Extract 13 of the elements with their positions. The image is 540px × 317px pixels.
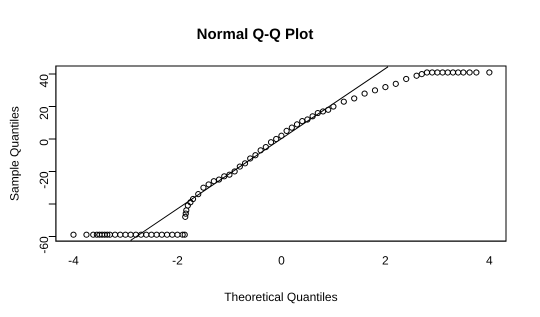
y-tick-label: 40	[37, 74, 52, 88]
x-tick-label: 4	[486, 254, 494, 268]
y-axis-title: Sample Quantiles	[8, 106, 22, 201]
x-tick-label: -4	[68, 254, 80, 268]
y-tick-label: 20	[37, 106, 52, 120]
y-tick-label: -20	[37, 171, 52, 189]
x-axis-title: Theoretical Quantiles	[224, 290, 338, 304]
x-tick-label: 2	[382, 254, 390, 268]
chart-title: Normal Q-Q Plot	[196, 26, 314, 44]
x-tick-label: 0	[278, 254, 286, 268]
x-tick-label: -2	[172, 254, 184, 268]
y-tick-label: -60	[37, 236, 52, 254]
y-tick-label: 0	[37, 138, 52, 146]
